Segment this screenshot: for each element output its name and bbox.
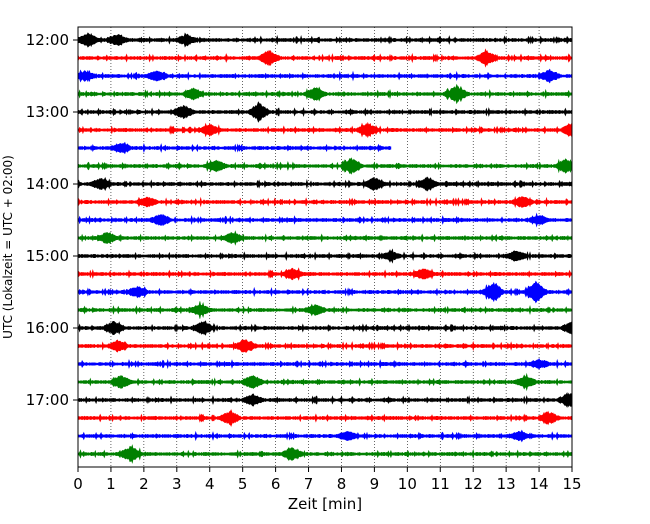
x-tick-label: 5 <box>238 475 248 493</box>
x-tick-label: 11 <box>431 475 450 493</box>
y-tick-label: 13:00 <box>26 103 69 121</box>
x-tick-label: 9 <box>370 475 380 493</box>
x-tick-label: 12 <box>464 475 483 493</box>
traces <box>77 32 573 464</box>
y-axis: 12:00 13:00 14:00 15:00 16:00 17:00 <box>26 31 78 409</box>
x-tick-label: 8 <box>337 475 347 493</box>
y-tick-label: 17:00 <box>26 391 69 409</box>
y-tick-label: 14:00 <box>26 175 69 193</box>
y-axis-label: UTC (Lokalzeit = UTC + 02:00) <box>1 155 15 339</box>
x-tick-label: 2 <box>139 475 149 493</box>
x-axis-label: Zeit [min] <box>288 495 362 513</box>
x-axis: 0 1 2 3 4 5 6 7 8 9 10 11 12 13 14 15 <box>73 467 582 493</box>
x-tick-label: 4 <box>205 475 215 493</box>
x-tick-label: 0 <box>73 475 83 493</box>
y-tick-label: 15:00 <box>26 247 69 265</box>
x-tick-label: 7 <box>304 475 314 493</box>
y-tick-label: 16:00 <box>26 319 69 337</box>
y-tick-label: 12:00 <box>26 31 69 49</box>
plot-frame <box>77 26 573 468</box>
x-tick-label: 3 <box>172 475 182 493</box>
x-tick-label: 13 <box>497 475 516 493</box>
x-tick-label: 1 <box>106 475 116 493</box>
grid <box>110 27 540 467</box>
x-tick-label: 14 <box>530 475 549 493</box>
x-tick-label: 15 <box>562 475 581 493</box>
x-tick-label: 6 <box>271 475 281 493</box>
x-tick-label: 10 <box>398 475 417 493</box>
